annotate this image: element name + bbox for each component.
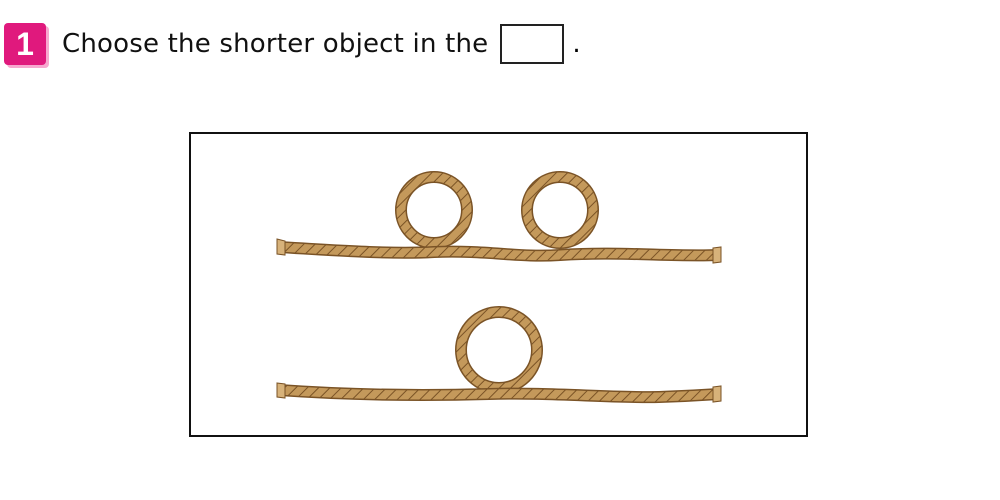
- picture-frame: [189, 132, 808, 437]
- rope-bottom-loop: [455, 306, 543, 394]
- rope-one-loop[interactable]: [276, 306, 722, 404]
- question-number-badge: 1: [4, 23, 46, 65]
- answer-blank-box[interactable]: [500, 24, 565, 64]
- rope-bottom-line: [276, 382, 722, 404]
- rope-two-loops[interactable]: [276, 171, 722, 264]
- question-period: .: [572, 29, 581, 59]
- rope-top-left-loop: [395, 171, 473, 249]
- rope-top-line: [276, 238, 722, 264]
- ropes-illustration: [276, 171, 722, 404]
- question-header: 1 Choose the shorter object in the .: [4, 23, 581, 65]
- question-text: Choose the shorter object in the: [62, 29, 489, 59]
- rope-top-right-loop: [521, 171, 599, 249]
